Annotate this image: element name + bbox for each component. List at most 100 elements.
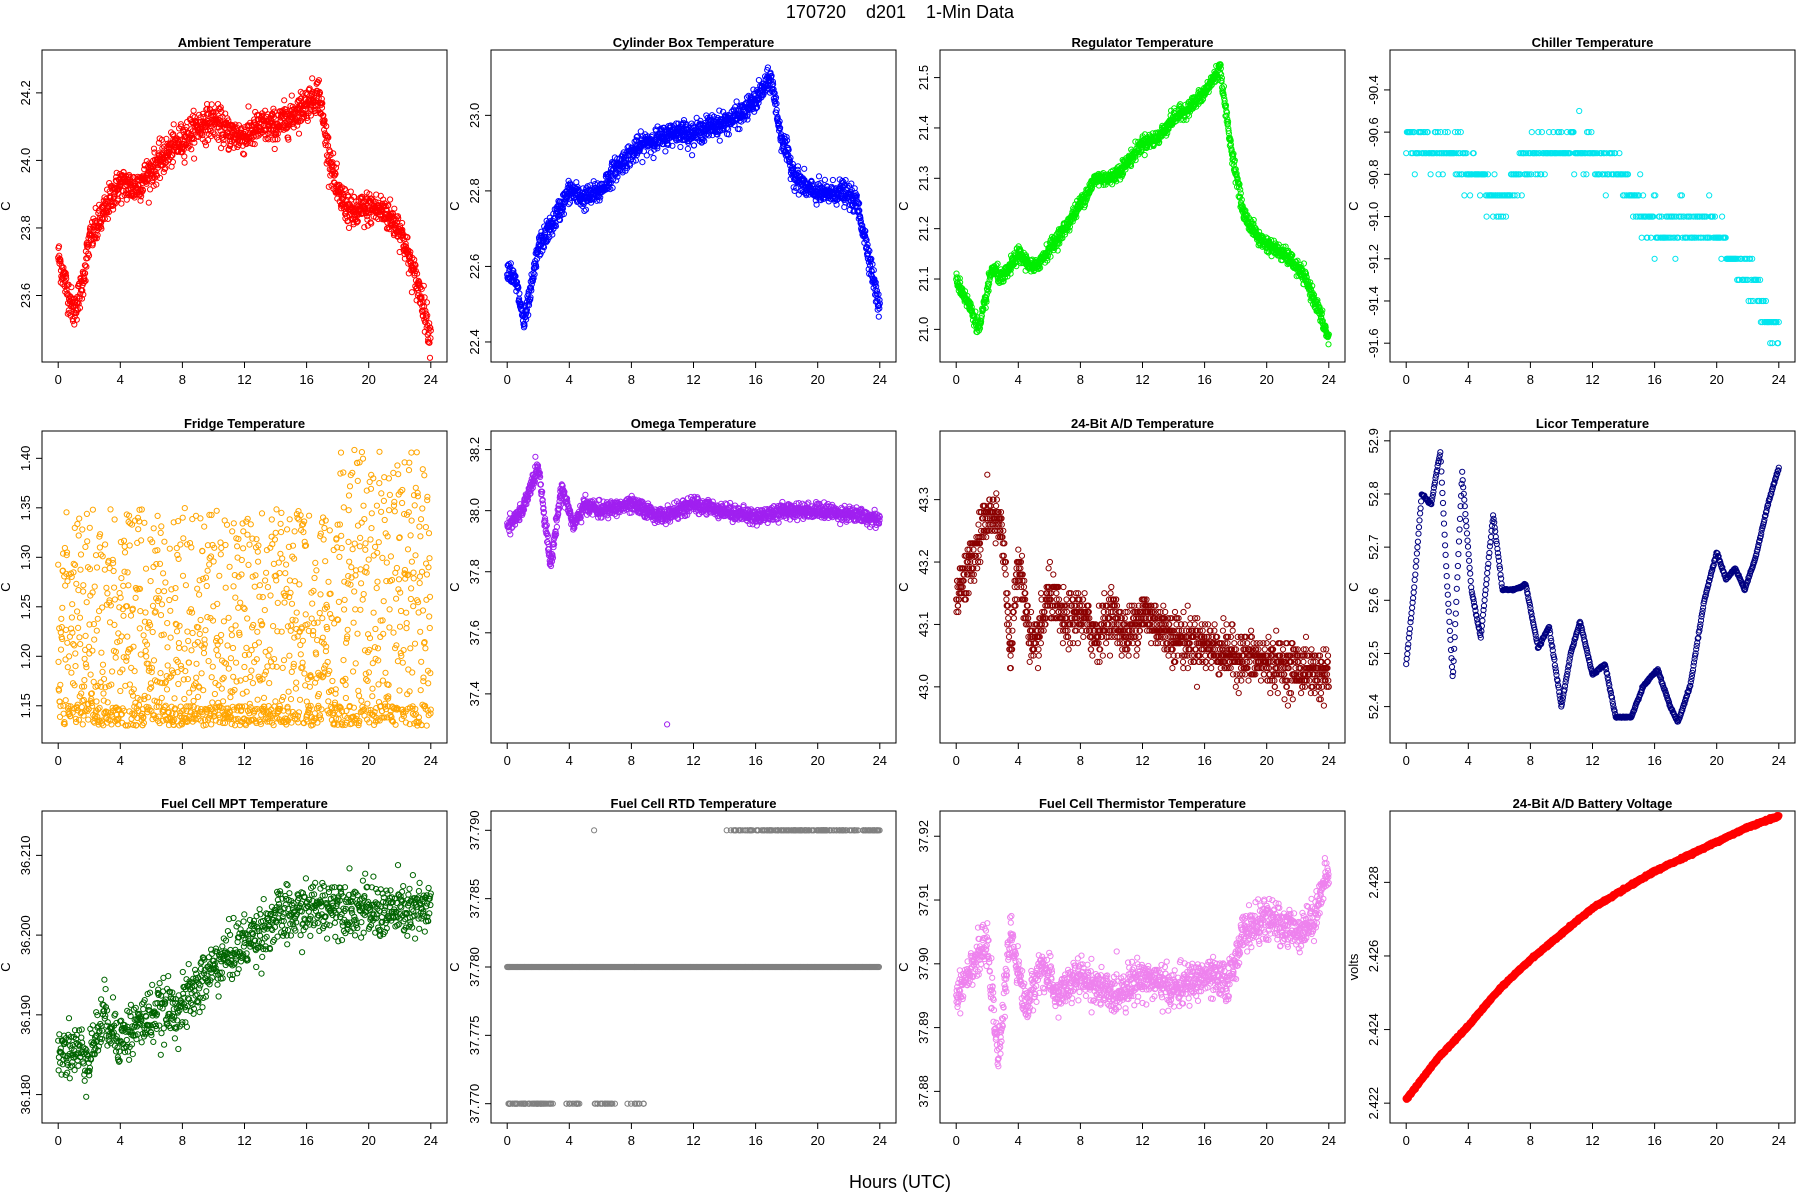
- data-point: [631, 151, 638, 158]
- data-points: [504, 64, 883, 331]
- data-point: [304, 117, 311, 125]
- data-point: [1671, 234, 1678, 241]
- data-point: [610, 176, 617, 183]
- data-point: [127, 174, 134, 181]
- data-point: [1767, 340, 1774, 347]
- data-point: [1609, 150, 1616, 157]
- data-point: [801, 165, 808, 172]
- data-point: [1047, 253, 1054, 260]
- y-tick-label: 21.1: [916, 266, 931, 291]
- data-point: [1037, 264, 1044, 271]
- data-point: [246, 122, 253, 129]
- data-point: [404, 234, 411, 241]
- data-point: [1546, 129, 1553, 136]
- data-point: [1164, 130, 1171, 137]
- x-tick-label: 24: [873, 372, 887, 387]
- data-point: [1678, 192, 1686, 199]
- y-tick-label: 23.6: [18, 283, 33, 308]
- y-tick-label: 21.0: [916, 317, 931, 342]
- data-point: [322, 142, 329, 149]
- data-point: [741, 116, 748, 123]
- data-point: [83, 263, 90, 270]
- data-point: [873, 287, 881, 294]
- y-tick-label: -91.0: [1366, 202, 1381, 232]
- data-point: [62, 272, 70, 280]
- data-point: [691, 142, 698, 149]
- data-point: [783, 134, 790, 141]
- data-point: [421, 294, 428, 301]
- data-point: [199, 132, 206, 139]
- x-tick-label: 8: [179, 753, 186, 768]
- data-point: [1477, 192, 1484, 199]
- y-tick-label: 24.2: [18, 80, 33, 105]
- data-point: [89, 240, 97, 247]
- panel-title: Ambient Temperature: [178, 35, 311, 50]
- data-point: [82, 270, 89, 277]
- data-point: [983, 298, 990, 305]
- data-point: [220, 141, 227, 148]
- data-point: [281, 97, 288, 104]
- data-point: [1454, 129, 1462, 136]
- data-point: [1773, 319, 1780, 326]
- y-tick-label: 1.20: [18, 644, 33, 669]
- data-point: [1734, 255, 1742, 262]
- data-point: [202, 142, 210, 149]
- data-point: [539, 247, 546, 254]
- x-tick-label: 4: [117, 372, 124, 387]
- data-point: [412, 262, 419, 269]
- data-point: [385, 202, 392, 209]
- x-tick-label: 0: [953, 372, 960, 387]
- data-point: [961, 288, 969, 295]
- data-point: [1507, 192, 1514, 199]
- data-point: [408, 289, 415, 296]
- data-point: [549, 231, 556, 238]
- data-point: [170, 121, 177, 128]
- data-point: [319, 100, 326, 107]
- data-point: [581, 207, 588, 214]
- data-point: [531, 271, 538, 278]
- x-tick-label: 16: [1647, 372, 1661, 387]
- data-point: [582, 206, 590, 213]
- data-point: [613, 170, 620, 177]
- data-point: [1644, 234, 1651, 241]
- data-point: [1439, 171, 1446, 178]
- data-point: [1132, 157, 1139, 164]
- y-tick-label: 24.0: [18, 148, 33, 173]
- data-point: [255, 132, 262, 139]
- data-point: [552, 223, 560, 230]
- data-point: [829, 176, 837, 184]
- data-point: [1706, 192, 1713, 199]
- data-point: [1637, 171, 1644, 178]
- data-point: [1556, 129, 1563, 136]
- data-point: [1754, 276, 1762, 283]
- data-point: [512, 273, 519, 280]
- data-point: [295, 130, 303, 137]
- data-point: [199, 110, 206, 117]
- data-point: [217, 104, 224, 111]
- data-point: [1268, 237, 1275, 244]
- data-point: [354, 218, 361, 225]
- data-point: [1134, 147, 1142, 154]
- data-point: [768, 72, 775, 79]
- data-point: [1231, 157, 1238, 164]
- data-point: [984, 289, 991, 296]
- data-point: [716, 137, 723, 144]
- data-point: [817, 180, 824, 187]
- x-tick-label: 12: [237, 372, 251, 387]
- data-point: [1156, 139, 1163, 146]
- data-point: [527, 284, 535, 291]
- data-point: [151, 149, 158, 156]
- data-point: [353, 198, 360, 205]
- y-tick-label: 1.25: [18, 594, 33, 619]
- data-point: [1602, 192, 1609, 199]
- x-tick-label: 8: [628, 372, 635, 387]
- data-point: [169, 152, 176, 159]
- data-point: [994, 260, 1001, 267]
- x-tick-label: 12: [1585, 372, 1599, 387]
- data-point: [1220, 83, 1228, 90]
- y-tick-label: -90.8: [1366, 160, 1381, 190]
- x-tick-label: 4: [117, 753, 124, 768]
- data-point: [1297, 261, 1304, 268]
- data-point: [1482, 171, 1489, 178]
